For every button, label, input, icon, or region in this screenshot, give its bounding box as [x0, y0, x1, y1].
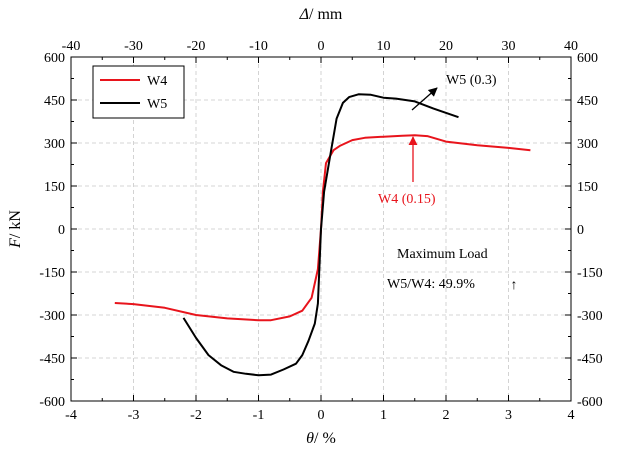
x-tick-label: -1 — [253, 408, 265, 423]
x-tick-label: 0 — [318, 408, 325, 423]
w4-annotation: W4 (0.15) — [378, 192, 436, 207]
up-arrow-icon: ↑ — [511, 278, 518, 293]
ratio-annotation: W5/W4: 49.9% — [387, 277, 475, 292]
y-tick-label: 0 — [58, 223, 65, 238]
y-tick-label: 450 — [44, 94, 65, 109]
legend-label-w5: W5 — [147, 97, 167, 112]
y-tick-label: 300 — [44, 137, 65, 152]
x2-axis-title: Δ/ mm — [299, 6, 343, 23]
series-line-w5 — [182, 93, 459, 377]
x2-tick-label: 10 — [377, 39, 391, 54]
y-tick-label: -150 — [39, 266, 65, 281]
x-tick-label: 3 — [505, 408, 512, 423]
y2-tick-label: -450 — [577, 352, 603, 367]
w5-annotation: W5 (0.3) — [446, 73, 497, 88]
x2-tick-label: -10 — [249, 39, 268, 54]
x-tick-label: 4 — [568, 408, 575, 423]
y-tick-label: 600 — [44, 51, 65, 66]
axis-tick-labels: -4 -40 -3 -30 -2 -20 -1 -10 0 0 1 10 2 20 3 30 4 40 -600 -6… — [39, 39, 602, 423]
series-line-w4 — [114, 134, 531, 322]
x2-tick-label: -30 — [124, 39, 143, 54]
x2-tick-label: 40 — [564, 39, 578, 54]
x2-tick-label: 20 — [439, 39, 453, 54]
series-layer — [114, 93, 531, 377]
y-axis-title: F/ kN — [7, 210, 24, 249]
y-tick-label: -450 — [39, 352, 65, 367]
x2-tick-label: -40 — [62, 39, 81, 54]
legend-box — [92, 65, 185, 119]
x-axis-title: θ/ % — [306, 430, 336, 447]
max-load-annotation: Maximum Load — [397, 247, 488, 262]
y2-tick-label: 0 — [577, 223, 584, 238]
y-tick-label: -300 — [39, 309, 65, 324]
x2-tick-label: 0 — [318, 39, 325, 54]
legend: W4 W5 — [92, 65, 185, 119]
y2-tick-label: -600 — [577, 395, 603, 410]
legend-label-w4: W4 — [147, 74, 167, 89]
x-tick-label: 1 — [380, 408, 387, 423]
x-tick-label: -2 — [190, 408, 202, 423]
x-tick-label: 2 — [443, 408, 450, 423]
y2-tick-label: 450 — [577, 94, 598, 109]
grid-lines — [71, 57, 571, 401]
x2-tick-label: 30 — [502, 39, 516, 54]
y2-tick-label: 300 — [577, 137, 598, 152]
y2-tick-label: 150 — [577, 180, 598, 195]
axis-ticks — [70, 56, 572, 402]
x2-tick-label: -20 — [187, 39, 206, 54]
y2-tick-label: 600 — [577, 51, 598, 66]
y-tick-label: 150 — [44, 180, 65, 195]
x-tick-label: -3 — [128, 408, 140, 423]
y-tick-label: -600 — [39, 395, 65, 410]
w5-annotation-arrow — [411, 87, 438, 111]
x-tick-label: -4 — [65, 408, 77, 423]
y2-tick-label: -300 — [577, 309, 603, 324]
y2-tick-label: -150 — [577, 266, 603, 281]
